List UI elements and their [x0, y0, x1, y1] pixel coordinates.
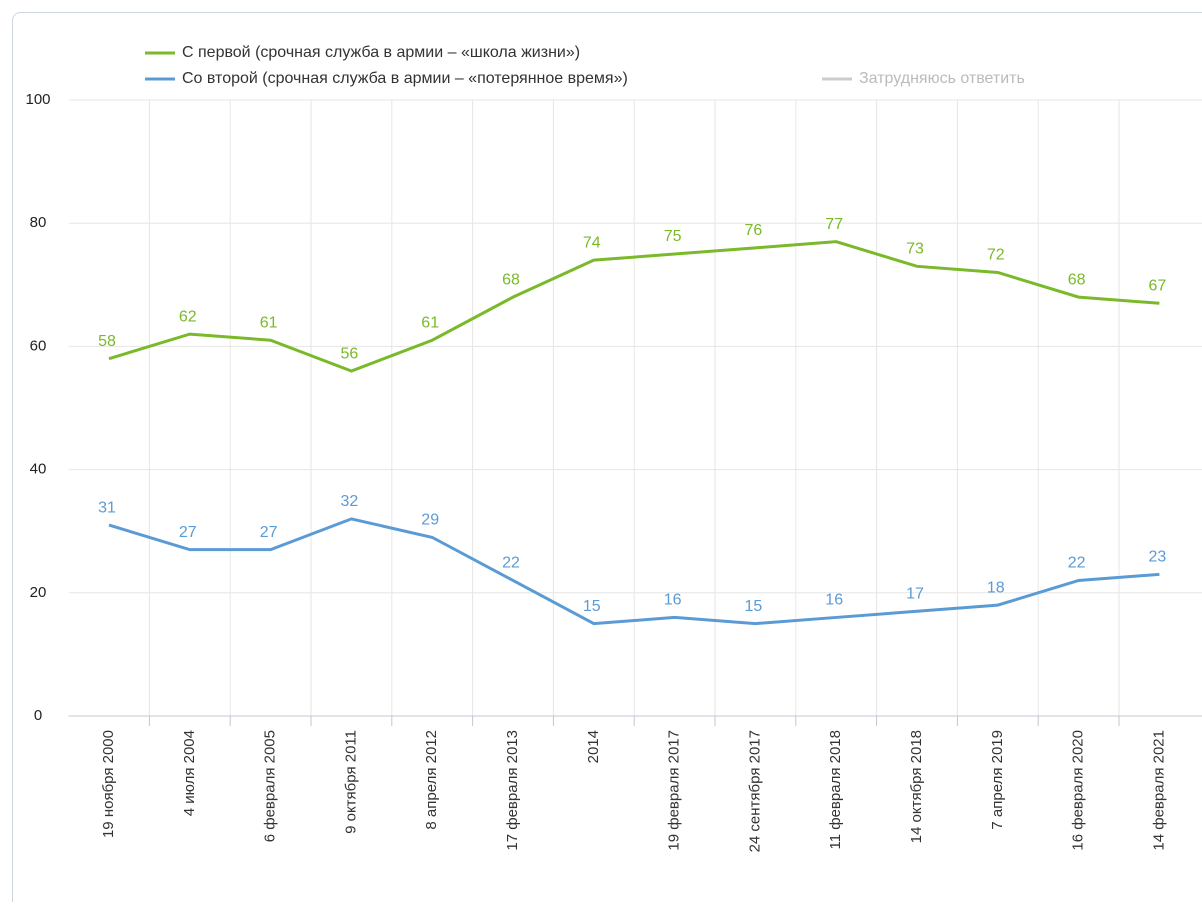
x-tick-label: 14 февраля 2021 [1150, 730, 1167, 851]
x-tick-label: 9 октября 2011 [342, 730, 359, 834]
data-label: 56 [341, 345, 359, 362]
data-label: 67 [1149, 277, 1167, 294]
data-label: 18 [987, 579, 1005, 596]
data-label: 22 [1068, 555, 1086, 572]
data-label: 23 [1149, 549, 1167, 566]
x-tick-label: 16 февраля 2020 [1070, 730, 1087, 851]
data-label: 77 [825, 216, 843, 233]
data-label: 15 [745, 598, 763, 615]
data-label: 27 [179, 524, 197, 541]
x-tick-label: 8 апреля 2012 [423, 730, 440, 830]
x-tick-label: 11 февраля 2018 [827, 730, 844, 850]
legend-label: Со второй (срочная служба в армии – «пот… [182, 70, 628, 87]
y-tick-label: 20 [30, 584, 47, 601]
data-label: 27 [260, 524, 278, 541]
data-label: 68 [1068, 271, 1086, 288]
data-label: 68 [502, 271, 520, 288]
data-label: 16 [664, 592, 682, 609]
x-tick-label: 2014 [585, 730, 602, 763]
data-label: 61 [421, 314, 439, 331]
data-label: 29 [421, 512, 439, 529]
x-tick-label: 17 февраля 2013 [504, 730, 521, 851]
x-tick-label: 14 октября 2018 [908, 730, 925, 843]
x-tick-label: 24 сентября 2017 [746, 730, 763, 852]
data-label: 72 [987, 247, 1005, 264]
data-label: 31 [98, 499, 116, 516]
legend-label: Затрудняюсь ответить [859, 70, 1025, 87]
y-tick-label: 0 [34, 707, 42, 724]
x-tick-label: 4 июля 2004 [181, 730, 198, 816]
data-label: 75 [664, 228, 682, 245]
data-label: 62 [179, 308, 197, 325]
y-tick-label: 60 [30, 337, 47, 354]
x-tick-label: 19 февраля 2017 [666, 730, 683, 851]
data-label: 22 [502, 555, 520, 572]
data-label: 17 [906, 585, 924, 602]
data-label: 73 [906, 241, 924, 258]
data-label: 76 [745, 222, 763, 239]
data-label: 15 [583, 598, 601, 615]
data-label: 61 [260, 314, 278, 331]
legend-label: С первой (срочная служба в армии – «школ… [182, 44, 580, 61]
data-label: 74 [583, 234, 601, 251]
x-tick-label: 19 ноября 2000 [100, 730, 117, 838]
y-tick-label: 80 [30, 214, 47, 231]
data-label: 16 [825, 592, 843, 609]
x-tick-label: 7 апреля 2019 [989, 730, 1006, 830]
y-tick-label: 100 [25, 91, 50, 108]
data-label: 32 [341, 493, 359, 510]
data-label: 58 [98, 333, 116, 350]
x-tick-label: 6 февраля 2005 [262, 730, 279, 842]
y-tick-label: 40 [30, 461, 47, 478]
